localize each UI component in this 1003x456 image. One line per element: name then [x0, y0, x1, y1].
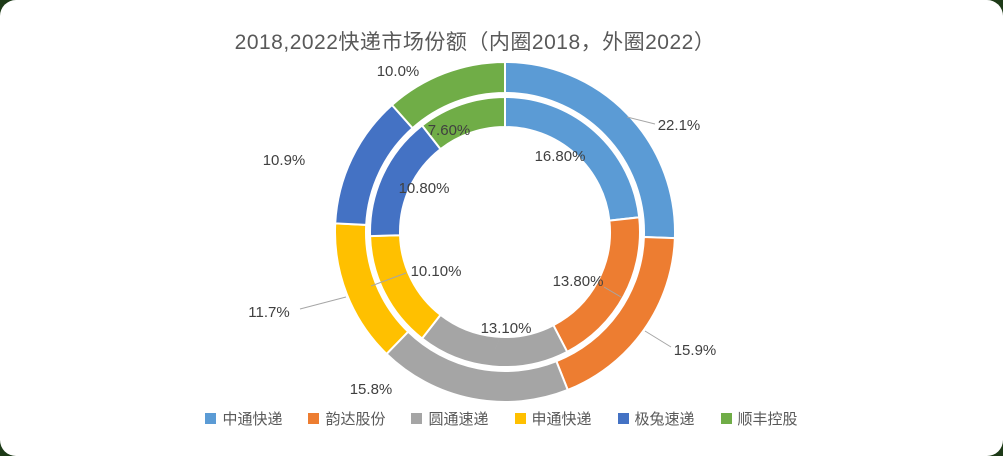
- data-label-2022-极兔速递: 10.9%: [263, 152, 306, 169]
- legend-item-极兔速递: 极兔速递: [617, 408, 695, 429]
- legend-item-中通快递: 中通快递: [205, 408, 282, 429]
- legend-swatch: [514, 413, 526, 424]
- donut-segment-2018-顺丰控股: [420, 95, 506, 151]
- chart-title: 2018,2022快递市场份额（内圈2018，外圈2022）: [234, 31, 716, 54]
- leader-line-3: [603, 286, 622, 298]
- legend-swatch: [411, 413, 423, 424]
- donut-segment-2022-顺丰控股: [390, 60, 506, 130]
- data-label-2018-圆通速递: 13.10%: [481, 320, 532, 337]
- chart-legend: 中通快递 韵达股份 圆通速递 申通快递 极兔速递 顺丰控股: [0, 408, 1003, 429]
- legend-label: 中通快递: [222, 411, 283, 428]
- data-label-2018-顺丰控股: 7.60%: [428, 122, 471, 139]
- legend-swatch: [205, 413, 217, 424]
- legend-item-顺丰控股: 顺丰控股: [720, 408, 798, 429]
- legend-swatch: [617, 413, 629, 424]
- legend-label: 韵达股份: [325, 411, 386, 428]
- data-label-2022-圆通速递: 15.8%: [350, 381, 393, 398]
- legend-swatch: [308, 413, 320, 424]
- leader-line-2: [299, 296, 347, 310]
- legend-swatch: [720, 413, 732, 424]
- leader-line-4: [494, 337, 501, 350]
- data-label-2018-极兔速递: 10.80%: [399, 180, 450, 197]
- legend-label: 极兔速递: [634, 411, 695, 428]
- data-label-2022-中通快递: 22.1%: [658, 117, 701, 134]
- data-label-2022-韵达股份: 15.9%: [674, 342, 717, 359]
- data-label-2018-中通快递: 16.80%: [535, 148, 586, 165]
- legend-label: 申通快递: [531, 411, 592, 428]
- leader-line-1: [644, 330, 672, 348]
- legend-item-圆通速递: 圆通速递: [411, 408, 489, 429]
- leader-line-0: [626, 116, 656, 125]
- legend-item-韵达股份: 韵达股份: [308, 408, 385, 429]
- legend-item-申通快递: 申通快递: [514, 408, 592, 429]
- data-label-2018-韵达股份: 13.80%: [553, 273, 604, 290]
- data-label-2018-申通快递: 10.10%: [411, 263, 462, 280]
- data-label-2022-顺丰控股: 10.0%: [377, 63, 420, 80]
- legend-label: 顺丰控股: [737, 411, 798, 428]
- legend-label: 圆通速递: [428, 411, 489, 428]
- data-label-2022-申通快递: 11.7%: [248, 304, 289, 321]
- leader-line-5: [370, 272, 407, 287]
